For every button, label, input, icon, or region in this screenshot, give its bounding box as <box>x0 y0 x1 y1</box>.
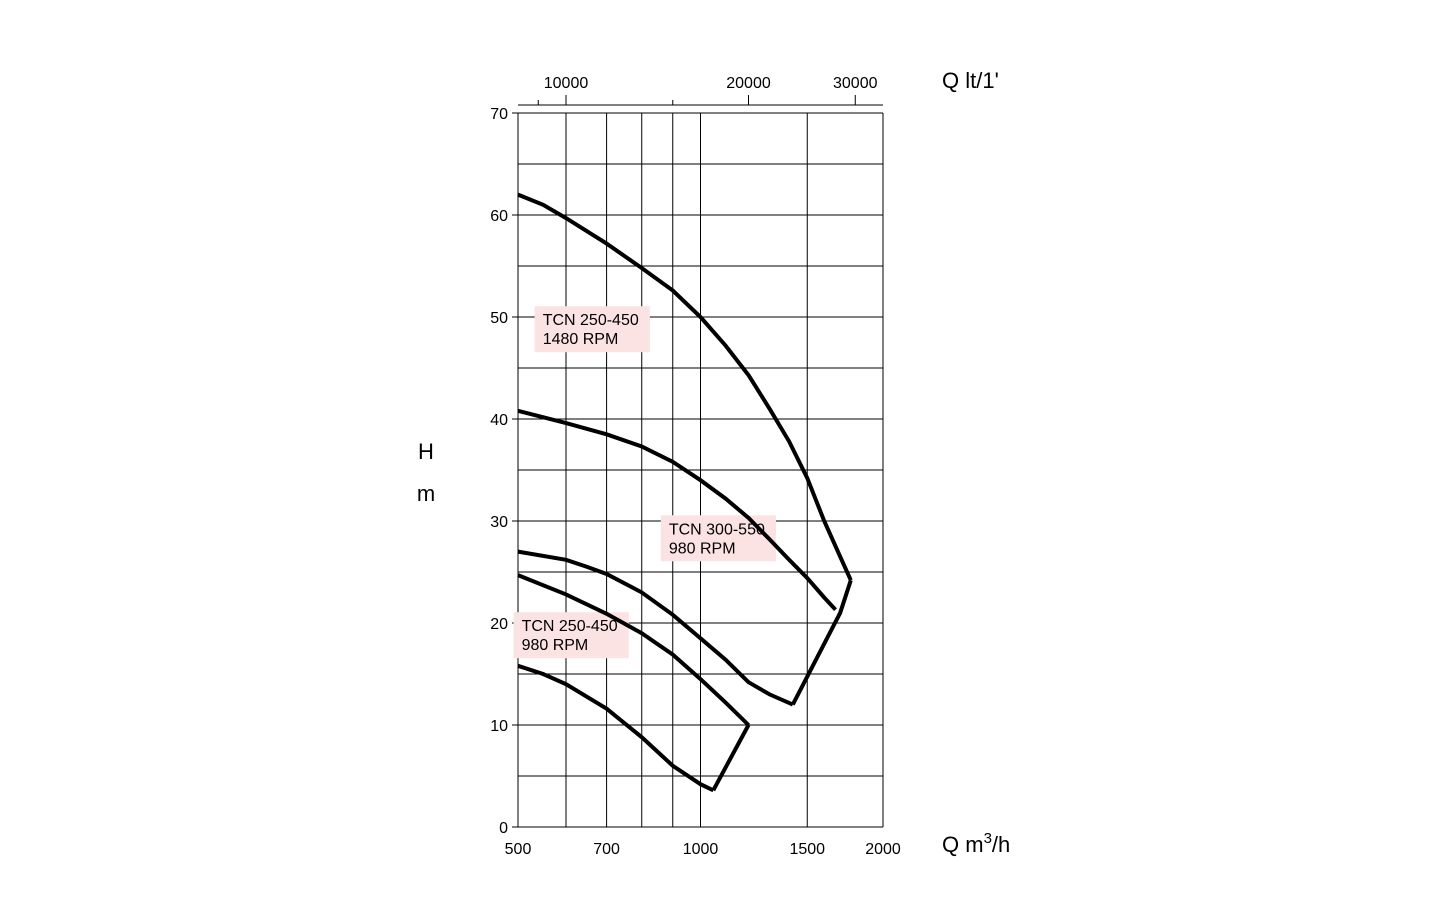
grid-layer <box>512 112 884 828</box>
y-tick-label: 60 <box>490 208 508 225</box>
model-label-line1: TCN 250-450 <box>543 312 639 329</box>
curves-layer <box>517 192 853 793</box>
curve-lower-1 <box>517 408 837 612</box>
top-axis-title: Q lt/1' <box>942 68 999 93</box>
x-tick-label: 2000 <box>865 841 901 858</box>
y-tick-label: 50 <box>490 310 508 327</box>
y-axis-title-m: m <box>417 481 435 506</box>
curve-upper-2 <box>517 549 794 707</box>
y-tick-label: 0 <box>499 820 508 837</box>
curve-upper-1 <box>517 192 853 582</box>
curve-lower-2 <box>517 573 750 727</box>
model-label-line1: TCN 300-550 <box>669 521 765 538</box>
model-label-line2: 1480 RPM <box>543 331 619 348</box>
text-layer: 0 10 20 30 40 50 60 70 500 700 1000 1500 2000 10000 20… <box>417 68 1010 858</box>
y-tick-label: 20 <box>490 616 508 633</box>
x-tick-label: 1000 <box>683 841 719 858</box>
top-tick-label: 30000 <box>833 75 878 92</box>
model-label-line2: 980 RPM <box>669 540 736 557</box>
model-label-line1: TCN 250-450 <box>522 618 618 635</box>
y-tick-label: 30 <box>490 514 508 531</box>
model-label-line2: 980 RPM <box>522 637 589 654</box>
top-axis <box>518 95 883 106</box>
curve-right-2 <box>711 724 751 792</box>
top-tick-label: 10000 <box>544 75 589 92</box>
top-tick-label: 20000 <box>726 75 771 92</box>
curve-lower-3 <box>517 663 715 793</box>
model-label-bg <box>660 515 777 562</box>
label-backgrounds <box>513 306 777 659</box>
x-tick-label: 1500 <box>789 841 825 858</box>
y-tick-label: 70 <box>490 106 508 123</box>
model-label-bg <box>513 612 629 659</box>
x-tick-label: 700 <box>593 841 620 858</box>
model-label-bg <box>534 306 650 353</box>
y-tick-label: 40 <box>490 412 508 429</box>
y-axis-title-h: H <box>418 439 434 464</box>
x-tick-label: 500 <box>505 841 532 858</box>
y-tick-label: 10 <box>490 718 508 735</box>
curve-right-1 <box>791 579 853 706</box>
x-axis-title: Q m3/h <box>942 830 1010 857</box>
